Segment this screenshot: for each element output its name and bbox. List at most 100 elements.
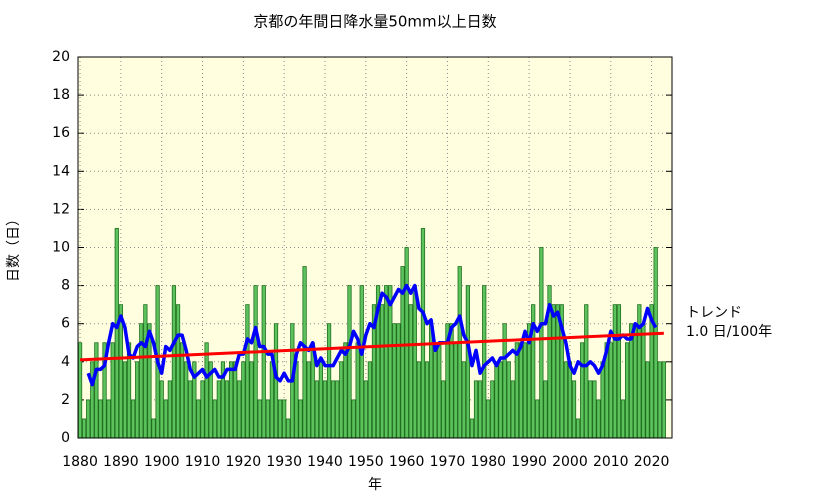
bar bbox=[449, 323, 454, 439]
y-tick-label: 18 bbox=[52, 87, 70, 103]
bar bbox=[82, 418, 87, 439]
bar bbox=[384, 285, 389, 439]
bar bbox=[277, 399, 283, 439]
bar bbox=[212, 399, 217, 439]
y-tick-label: 4 bbox=[61, 354, 70, 370]
bar bbox=[457, 266, 462, 439]
bar bbox=[298, 399, 303, 439]
bar bbox=[490, 380, 495, 439]
bar bbox=[233, 361, 238, 439]
bar bbox=[322, 380, 328, 439]
bar bbox=[331, 380, 336, 439]
y-axis-label: 日数（日） bbox=[6, 212, 22, 282]
bar bbox=[629, 323, 634, 439]
moving-average-line bbox=[86, 283, 658, 387]
y-tick-label: 10 bbox=[52, 240, 70, 256]
bar bbox=[314, 380, 319, 439]
bar bbox=[98, 399, 103, 439]
bar bbox=[118, 304, 123, 439]
bar bbox=[424, 361, 430, 439]
bar bbox=[351, 399, 356, 439]
bar bbox=[624, 342, 630, 439]
bar bbox=[253, 285, 258, 439]
x-tick-label: 1950 bbox=[348, 454, 384, 470]
bar bbox=[412, 285, 417, 439]
trend-line bbox=[79, 331, 664, 362]
trend-label: トレンド bbox=[686, 305, 742, 321]
bar bbox=[318, 361, 324, 439]
bar bbox=[184, 361, 189, 439]
bar bbox=[257, 399, 262, 439]
bar bbox=[563, 361, 568, 439]
bar bbox=[249, 361, 254, 439]
bar bbox=[171, 285, 177, 439]
bar bbox=[580, 342, 585, 439]
bar bbox=[228, 361, 234, 439]
bar bbox=[359, 285, 364, 439]
bar bbox=[482, 285, 487, 439]
bar bbox=[498, 361, 503, 439]
bar bbox=[539, 247, 544, 439]
x-tick-label: 1880 bbox=[62, 454, 98, 470]
bar bbox=[339, 361, 344, 439]
x-tick-label: 1930 bbox=[266, 454, 302, 470]
bar bbox=[261, 285, 266, 439]
x-tick-label: 1960 bbox=[389, 454, 425, 470]
x-tick-label: 1980 bbox=[470, 454, 506, 470]
bar bbox=[265, 399, 270, 439]
y-tick-label: 14 bbox=[52, 163, 70, 179]
bar bbox=[641, 323, 646, 439]
bar bbox=[469, 418, 475, 439]
trend-value: 1.0 日/100年 bbox=[686, 324, 772, 340]
bar bbox=[282, 399, 287, 439]
bar bbox=[657, 361, 662, 439]
bar bbox=[175, 304, 181, 439]
bar bbox=[567, 361, 573, 439]
chart-title: 京都の年間日降水量50mm以上日数 bbox=[253, 13, 496, 31]
bar bbox=[224, 380, 230, 439]
bar bbox=[196, 399, 201, 439]
bar bbox=[653, 247, 658, 439]
y-tick-label: 20 bbox=[52, 49, 70, 65]
bar bbox=[408, 304, 413, 439]
bar bbox=[159, 380, 164, 439]
bar bbox=[596, 399, 601, 439]
bar bbox=[380, 304, 385, 439]
bar bbox=[396, 323, 401, 439]
bar bbox=[106, 399, 111, 439]
bar bbox=[135, 361, 140, 439]
bar bbox=[273, 323, 279, 439]
x-tick-label: 1920 bbox=[226, 454, 262, 470]
bar bbox=[302, 266, 307, 439]
bar bbox=[510, 380, 515, 439]
bar bbox=[151, 418, 156, 439]
bar bbox=[90, 361, 95, 439]
bar bbox=[335, 380, 340, 439]
bar bbox=[661, 361, 666, 439]
bar bbox=[600, 361, 605, 439]
bar bbox=[347, 285, 352, 439]
bar bbox=[612, 304, 617, 439]
plot-frame bbox=[77, 56, 673, 439]
bar bbox=[555, 304, 560, 439]
bar bbox=[416, 361, 422, 439]
bar bbox=[571, 380, 577, 439]
bar bbox=[139, 323, 144, 439]
y-tick-label: 6 bbox=[61, 316, 70, 332]
bar bbox=[241, 361, 246, 439]
bar bbox=[114, 228, 119, 439]
bar bbox=[326, 323, 332, 439]
bar bbox=[167, 380, 172, 439]
bar bbox=[522, 342, 528, 439]
x-tick-label: 1910 bbox=[185, 454, 221, 470]
bar bbox=[592, 380, 597, 439]
bar bbox=[204, 342, 209, 439]
x-tick-label: 2000 bbox=[552, 454, 588, 470]
y-tick-label: 16 bbox=[52, 125, 70, 141]
bar bbox=[461, 361, 466, 439]
bar bbox=[437, 342, 442, 439]
bar bbox=[514, 342, 519, 439]
bar bbox=[94, 342, 99, 439]
bar bbox=[179, 342, 185, 439]
x-tick-label: 2010 bbox=[593, 454, 629, 470]
